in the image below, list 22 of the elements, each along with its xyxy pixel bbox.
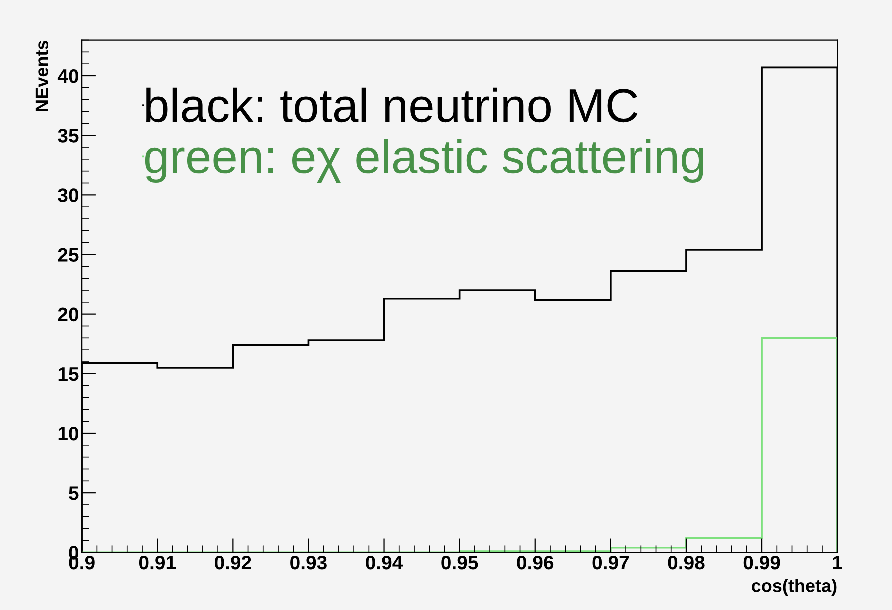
y-tick-label: 15: [58, 368, 79, 382]
y-tick-label: 40: [58, 69, 78, 84]
y-tick-label: 25: [58, 248, 79, 262]
x-tick-label: 0.94: [366, 556, 404, 570]
legend-label: green: eχ elastic scattering: [145, 138, 704, 184]
x-tick-label: 0.97: [592, 556, 629, 570]
y-tick-label: 20: [58, 308, 78, 322]
x-tick-label: 0.91: [139, 556, 176, 570]
x-tick-label: 0.92: [215, 556, 252, 570]
y-tick-label: 5: [69, 486, 79, 500]
x-axis-title: cos(theta): [752, 579, 837, 596]
x-tick-label: 0.99: [744, 556, 780, 570]
x-tick-label: 0.95: [442, 556, 478, 570]
legend-label: black: total neutrino MC: [146, 88, 638, 123]
x-tick-label: 0.93: [290, 556, 327, 570]
x-tick-label: 0.96: [517, 556, 554, 570]
x-tick-label: 1: [833, 556, 842, 570]
y-tick-label: 10: [58, 426, 78, 441]
y-tick-label: 30: [58, 188, 78, 202]
y-tick-label: 35: [58, 129, 79, 143]
y-axis-title: NEvents: [36, 40, 49, 112]
x-tick-label: 0.98: [668, 556, 705, 570]
